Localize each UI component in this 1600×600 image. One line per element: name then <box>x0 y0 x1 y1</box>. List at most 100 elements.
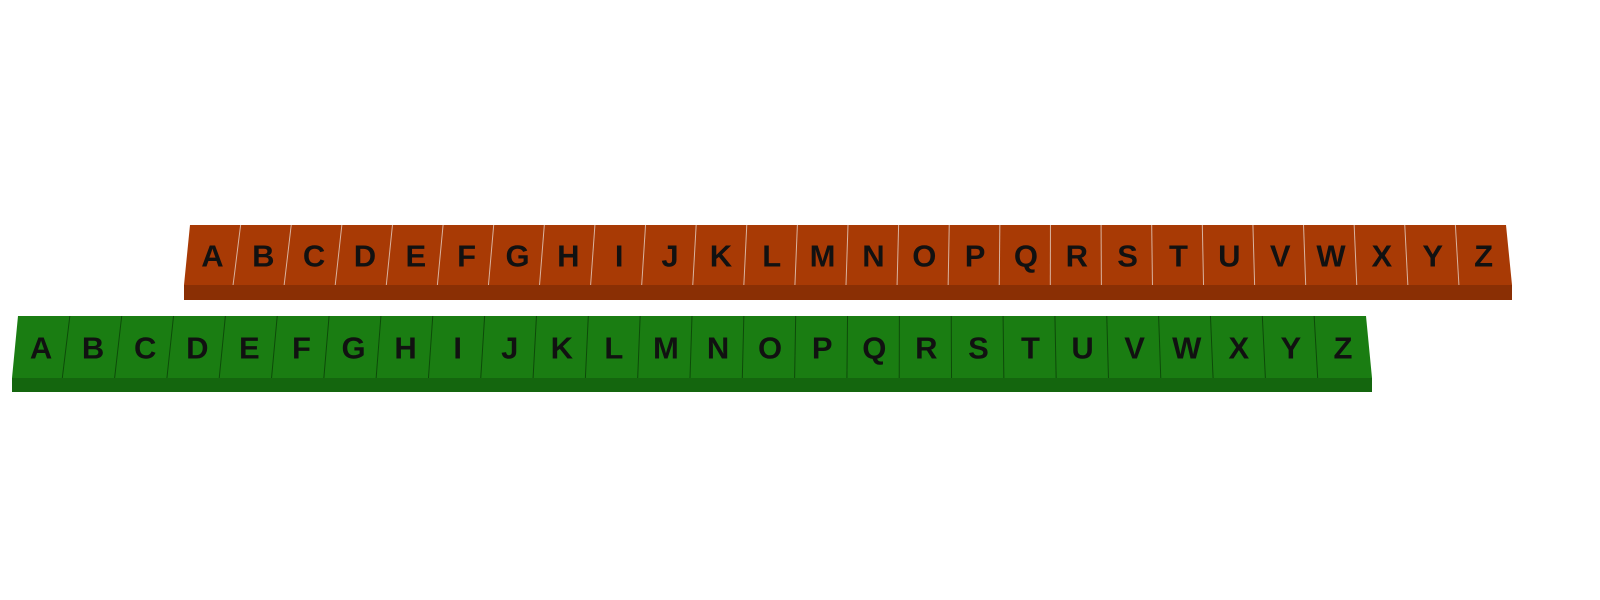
tile-divider <box>998 224 1001 286</box>
tile-letter-v: V <box>1124 331 1145 366</box>
tile-letter-j: J <box>501 331 518 366</box>
tile-divider <box>846 315 849 379</box>
tile-letter-y: Y <box>1422 239 1443 274</box>
tile-letter-b: B <box>252 239 274 274</box>
tile-divider <box>539 224 545 286</box>
strip-top-face <box>184 225 1512 285</box>
tile-divider <box>375 315 382 379</box>
tile-divider <box>1106 315 1109 379</box>
tile-letter-d: D <box>186 331 208 366</box>
tile-divider <box>1002 315 1005 379</box>
tile-divider <box>741 315 745 379</box>
tile-divider <box>61 315 71 379</box>
tile-divider <box>1313 315 1319 379</box>
tile-letter-a: A <box>30 331 52 366</box>
tile-divider <box>1158 315 1162 379</box>
tile-divider <box>283 224 292 286</box>
tile-letter-m: M <box>810 239 836 274</box>
tile-letter-t: T <box>1169 239 1188 274</box>
tile-letter-e: E <box>239 331 260 366</box>
tile-divider <box>427 315 434 379</box>
tile-letter-l: L <box>604 331 623 366</box>
tile-letter-x: X <box>1372 239 1393 274</box>
tile-divider <box>1151 224 1153 286</box>
tile-letter-c: C <box>134 331 156 366</box>
tile-letter-h: H <box>557 239 579 274</box>
tile-divider <box>1454 224 1460 286</box>
tile-letter-o: O <box>912 239 936 274</box>
tile-letter-j: J <box>661 239 678 274</box>
tile-letter-k: K <box>710 239 733 274</box>
tile-divider <box>641 224 647 286</box>
tile-letter-a: A <box>201 239 223 274</box>
tile-divider <box>1252 224 1256 286</box>
tile-letter-t: T <box>1021 331 1040 366</box>
tile-letter-d: D <box>354 239 376 274</box>
tile-letter-p: P <box>965 239 986 274</box>
tile-letter-z: Z <box>1333 331 1352 366</box>
tile-divider <box>487 224 495 286</box>
tile-divider <box>323 315 330 379</box>
tile-divider <box>1404 224 1409 286</box>
strip-front-face <box>184 285 1512 300</box>
tile-letter-z: Z <box>1474 239 1493 274</box>
tile-letter-r: R <box>1066 239 1088 274</box>
tile-divider <box>896 224 900 286</box>
tile-letter-b: B <box>82 331 104 366</box>
tile-letter-g: G <box>505 239 529 274</box>
tile-letter-u: U <box>1218 239 1240 274</box>
tile-letter-i: I <box>615 239 624 274</box>
tile-divider <box>584 315 589 379</box>
tile-letter-k: K <box>551 331 574 366</box>
tile-divider <box>385 224 393 286</box>
tile-divider <box>1209 315 1214 379</box>
tile-divider <box>947 224 950 286</box>
tile-letter-n: N <box>862 239 884 274</box>
tile-divider <box>1054 315 1057 379</box>
tile-letter-w: W <box>1172 331 1202 366</box>
tile-divider <box>218 315 226 379</box>
tile-letter-w: W <box>1316 239 1346 274</box>
tile-divider <box>532 315 537 379</box>
tile-letter-f: F <box>457 239 476 274</box>
tile-divider <box>1303 224 1307 286</box>
tile-letter-g: G <box>341 331 365 366</box>
tile-letter-v: V <box>1270 239 1291 274</box>
tile-divider <box>114 315 123 379</box>
tile-letter-i: I <box>453 331 462 366</box>
tile-letter-q: Q <box>862 331 886 366</box>
tile-divider <box>692 224 697 286</box>
tile-divider <box>480 315 486 379</box>
tile-divider <box>166 315 175 379</box>
tile-divider <box>689 315 693 379</box>
tile-letter-x: X <box>1228 331 1249 366</box>
tile-divider <box>794 315 797 379</box>
tile-letter-s: S <box>1117 239 1138 274</box>
tile-divider <box>794 224 798 286</box>
tile-divider <box>845 224 849 286</box>
tile-letter-c: C <box>303 239 325 274</box>
tile-divider <box>1261 315 1266 379</box>
tile-letter-s: S <box>968 331 989 366</box>
tile-divider <box>1201 224 1205 286</box>
tile-divider <box>637 315 641 379</box>
tile-divider <box>271 315 278 379</box>
tile-letter-n: N <box>707 331 729 366</box>
tile-letter-r: R <box>915 331 937 366</box>
strip-top-face <box>12 316 1372 378</box>
tile-letter-h: H <box>394 331 416 366</box>
tile-letter-m: M <box>653 331 679 366</box>
tile-divider <box>436 224 444 286</box>
tile-letter-f: F <box>292 331 311 366</box>
tile-divider <box>334 224 343 286</box>
tile-divider <box>590 224 596 286</box>
tile-divider <box>1353 224 1358 286</box>
tile-letter-q: Q <box>1014 239 1038 274</box>
tile-letter-p: P <box>812 331 833 366</box>
tile-letter-l: L <box>762 239 781 274</box>
tile-letter-u: U <box>1071 331 1093 366</box>
strip-front-face <box>12 378 1372 392</box>
